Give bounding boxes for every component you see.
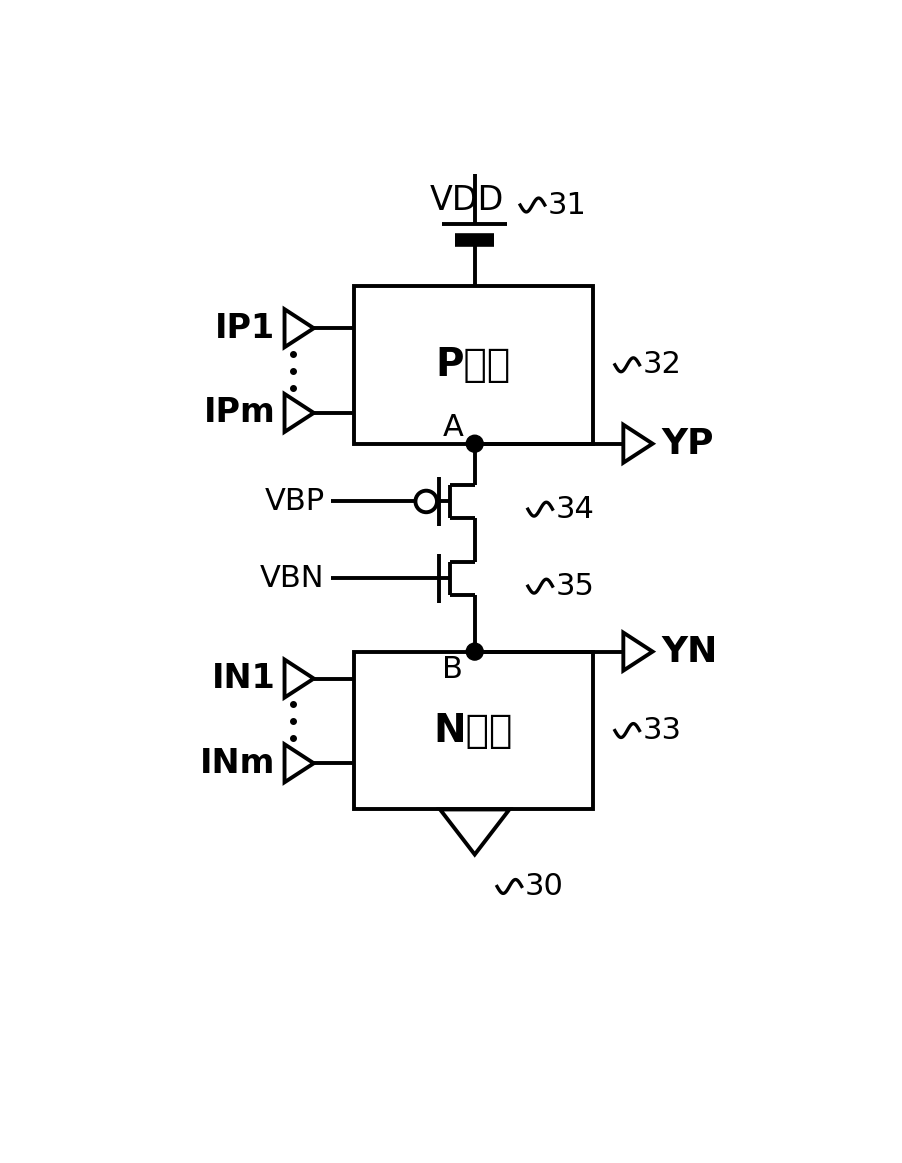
Text: 33: 33 <box>642 716 681 745</box>
Text: 31: 31 <box>548 191 586 220</box>
Circle shape <box>465 643 483 661</box>
Text: IN1: IN1 <box>211 662 275 695</box>
Text: YN: YN <box>661 635 717 669</box>
Text: IPm: IPm <box>203 397 275 429</box>
Text: INm: INm <box>199 747 275 779</box>
Text: VDD: VDD <box>429 184 503 216</box>
Bar <box>354 286 592 444</box>
Text: N网络: N网络 <box>433 712 512 749</box>
Circle shape <box>465 435 483 452</box>
Text: B: B <box>442 656 463 685</box>
Text: 35: 35 <box>555 572 594 600</box>
Bar <box>354 651 592 809</box>
Text: IP1: IP1 <box>215 312 275 344</box>
Text: 32: 32 <box>642 350 681 379</box>
Text: YP: YP <box>661 427 713 461</box>
Text: P网络: P网络 <box>435 345 511 384</box>
Text: VBN: VBN <box>260 564 324 593</box>
Text: A: A <box>442 413 463 442</box>
Text: VBP: VBP <box>264 487 324 516</box>
Text: 34: 34 <box>555 494 594 523</box>
Text: 30: 30 <box>524 872 563 901</box>
